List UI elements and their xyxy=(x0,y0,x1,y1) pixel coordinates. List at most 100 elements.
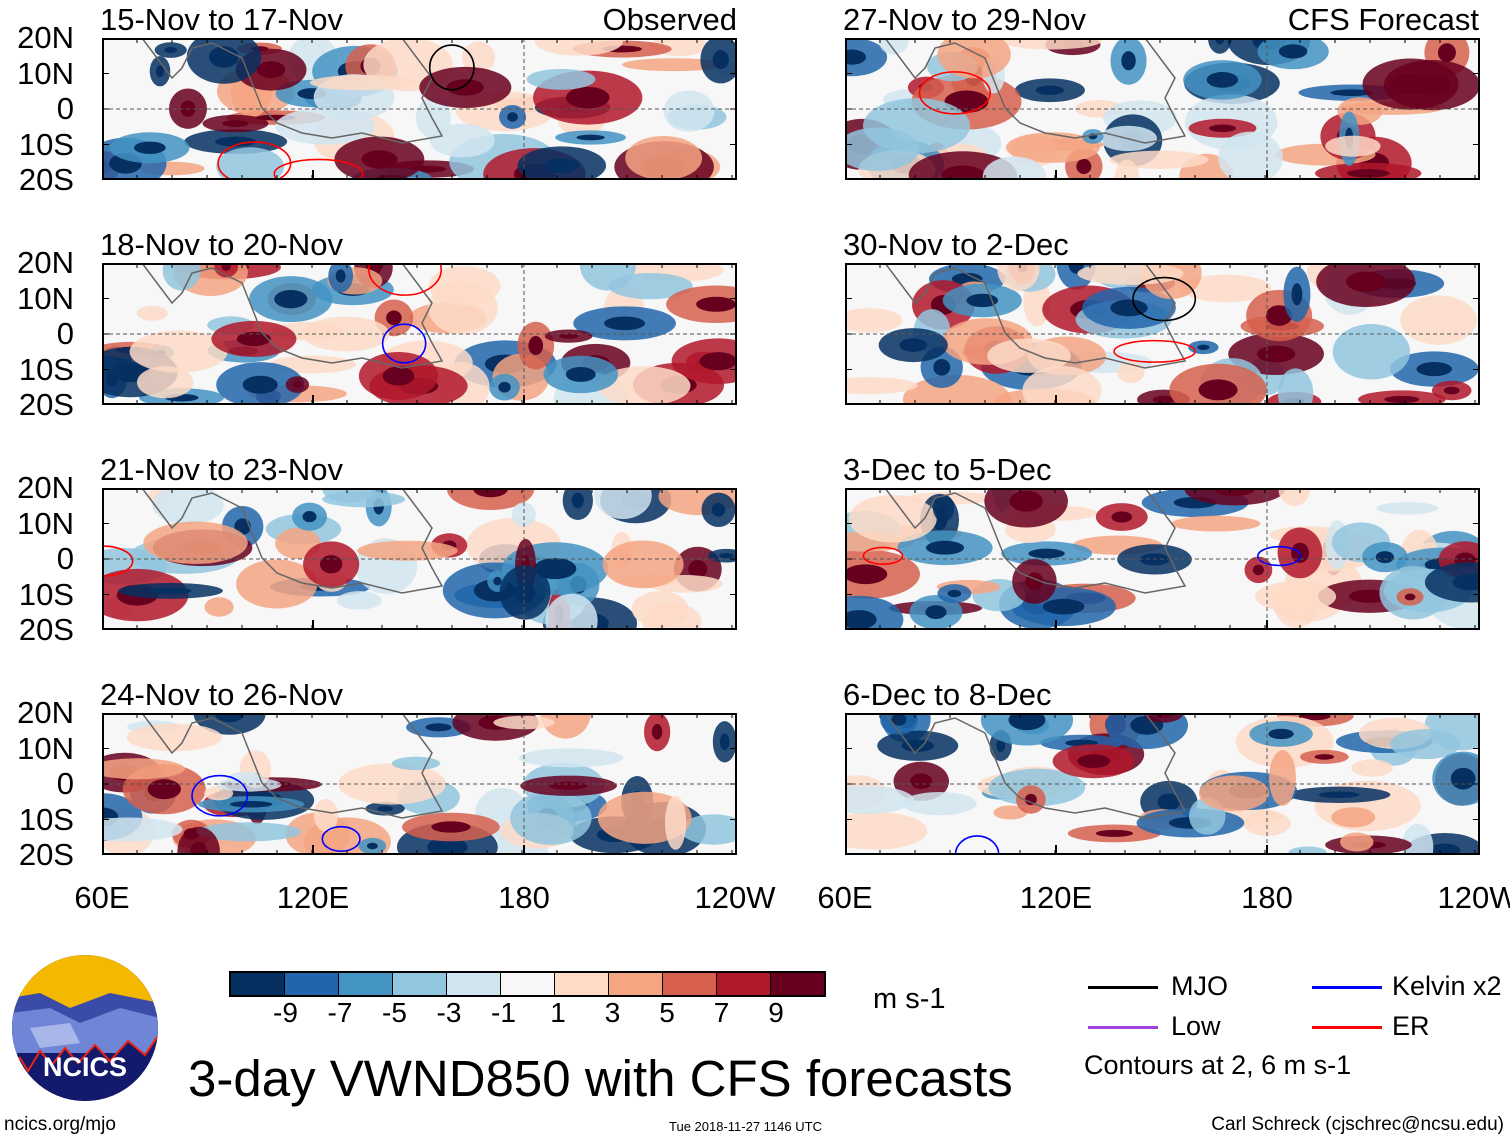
wind-anomaly-blob xyxy=(608,273,693,300)
latitude-label: 20N xyxy=(17,20,74,55)
wind-anomaly-core xyxy=(209,46,239,68)
panel-tag-forecast: CFS Forecast xyxy=(1287,2,1479,37)
wind-anomaly-blob xyxy=(357,540,458,561)
wind-anomaly-core xyxy=(382,366,415,386)
legend-label-er: ER xyxy=(1392,1011,1430,1041)
wind-anomaly-blob xyxy=(664,795,687,850)
wind-anomaly-blob xyxy=(216,777,282,792)
colorbar-label: 3 xyxy=(604,997,621,1028)
wind-anomaly-blob xyxy=(1243,811,1291,836)
wind-anomaly-blob xyxy=(1255,581,1337,613)
colorbar-swatch xyxy=(608,973,662,995)
longitude-label: 120E xyxy=(276,880,350,915)
wind-anomaly-core xyxy=(696,296,737,312)
wind-anomaly-blob xyxy=(848,494,937,543)
wave-contour xyxy=(428,44,475,91)
wind-anomaly-blob xyxy=(937,38,1011,79)
longitude-label: 180 xyxy=(498,880,550,915)
wind-anomaly-core xyxy=(1404,593,1416,601)
wind-anomaly-core xyxy=(507,112,518,122)
coastline xyxy=(884,38,1187,144)
wind-anomaly-core xyxy=(1024,793,1037,806)
wind-anomaly-blob xyxy=(622,58,726,72)
wind-anomaly-blob xyxy=(1005,132,1100,163)
panel-title: 15-Nov to 17-Nov xyxy=(100,2,343,37)
wind-anomaly-blob xyxy=(1278,488,1311,507)
colorbar-swatch xyxy=(662,973,716,995)
latitude-label: 0 xyxy=(56,766,74,801)
wind-anomaly-blob xyxy=(594,488,652,520)
wind-anomaly-blob xyxy=(204,597,234,617)
coastline xyxy=(141,713,444,819)
wind-anomaly-core xyxy=(1157,793,1181,811)
colorbar-swatch xyxy=(500,973,554,995)
wind-anomaly-core xyxy=(335,269,346,283)
latitude-label: 20N xyxy=(17,245,74,280)
wind-anomaly-core xyxy=(1208,124,1237,133)
wind-anomaly-blob xyxy=(136,305,168,321)
wind-anomaly-blob xyxy=(309,74,420,91)
latitude-label: 10N xyxy=(17,55,74,91)
wind-anomaly-core xyxy=(1314,754,1335,760)
wind-anomaly-core xyxy=(899,338,928,352)
wind-anomaly-core xyxy=(1197,344,1210,351)
wind-anomaly-blob xyxy=(631,590,689,628)
wind-anomaly-core xyxy=(319,555,343,574)
wind-anomaly-core xyxy=(147,779,181,800)
wind-anomaly-core xyxy=(431,821,471,833)
wind-anomaly-core xyxy=(1384,395,1420,404)
latitude-label: 10S xyxy=(18,801,74,837)
wind-anomaly-blob xyxy=(102,817,183,842)
colorbar-label: 1 xyxy=(550,997,566,1028)
wind-anomaly-core xyxy=(845,610,877,630)
wind-anomaly-core xyxy=(1111,511,1133,523)
longitude-label: 120E xyxy=(1019,880,1093,915)
wind-anomaly-blob xyxy=(391,756,441,771)
colorbar-swatch xyxy=(770,973,824,995)
footer-url[interactable]: ncics.org/mjo xyxy=(4,1114,116,1135)
legend-line-er xyxy=(1312,1026,1382,1029)
latitude-label: 0 xyxy=(56,91,74,126)
wind-anomaly-core xyxy=(1437,43,1456,63)
wind-anomaly-blob xyxy=(129,330,228,373)
wind-anomaly-blob xyxy=(625,135,703,180)
panel-tag-observed: Observed xyxy=(602,2,737,37)
wind-anomaly-core xyxy=(133,141,166,154)
wind-anomaly-core xyxy=(1278,44,1308,59)
wind-anomaly-blob xyxy=(1376,502,1439,515)
wind-anomaly-core xyxy=(1035,85,1064,96)
legend-line-low xyxy=(1088,1026,1158,1029)
map-panel xyxy=(845,263,1480,405)
wind-anomaly-core xyxy=(939,502,948,514)
colorbar-label: 9 xyxy=(768,997,784,1028)
wind-anomaly-blob xyxy=(204,786,234,801)
latitude-label: 10N xyxy=(17,280,74,316)
wind-anomaly-core xyxy=(377,805,393,812)
latitude-label: 0 xyxy=(56,316,74,351)
wind-anomaly-core xyxy=(236,331,271,347)
wind-anomaly-core xyxy=(565,366,596,382)
panel-frame xyxy=(102,38,737,180)
wind-anomaly-core xyxy=(1268,728,1294,740)
longitude-label: 60E xyxy=(817,880,873,915)
wind-anomaly-core xyxy=(933,358,951,376)
wind-anomaly-core xyxy=(164,46,178,54)
coastline xyxy=(141,263,444,369)
colorbar-swatch xyxy=(392,973,446,995)
wind-anomaly-blob xyxy=(336,591,382,610)
wind-anomaly-blob xyxy=(597,366,691,405)
wind-anomaly-core xyxy=(925,605,947,619)
latitude-label: 20S xyxy=(18,387,74,422)
wind-anomaly-core xyxy=(386,310,402,326)
wind-anomaly-blob xyxy=(196,822,302,842)
wind-anomaly-core xyxy=(427,837,468,855)
wind-anomaly-core xyxy=(292,381,303,388)
coastline xyxy=(141,38,444,144)
latitude-label: 0 xyxy=(56,541,74,576)
panel-title: 18-Nov to 20-Nov xyxy=(100,227,343,262)
wind-anomaly-blob xyxy=(162,263,201,291)
wind-anomaly-blob xyxy=(540,713,591,739)
wind-anomaly-core xyxy=(1375,551,1395,564)
wind-anomaly-core xyxy=(229,800,273,808)
